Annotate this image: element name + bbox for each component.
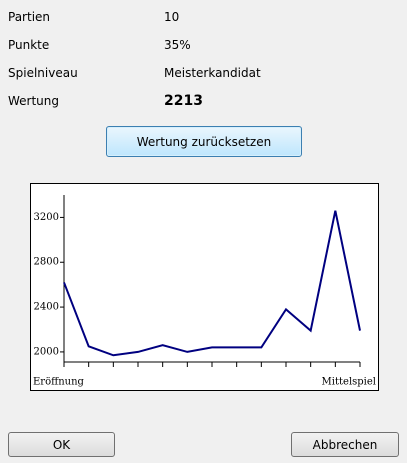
x-end-label: Mittelspiel	[322, 377, 376, 388]
rating-line	[63, 210, 361, 357]
y-tick-label: 2400	[34, 302, 59, 313]
stat-label: Punkte	[8, 38, 50, 52]
y-tick-label: 2800	[34, 257, 59, 268]
cancel-button[interactable]: Abbrechen	[291, 432, 399, 457]
stat-value: Meisterkandidat	[164, 66, 261, 80]
ok-button[interactable]: OK	[8, 432, 115, 457]
y-tick-label: 2000	[34, 346, 59, 357]
stat-value: 10	[164, 10, 180, 24]
rating-chart: Eröffnung Mittelspiel 2000 2400 2800 3200	[30, 183, 379, 391]
reset-button[interactable]: Wertung zurücksetzen	[106, 126, 302, 157]
stat-value: 35%	[164, 38, 191, 52]
y-tick-label: 3200	[34, 212, 59, 223]
x-start-label: Eröffnung	[33, 377, 85, 388]
stat-value: 2213	[164, 93, 203, 109]
chart-frame	[30, 183, 379, 391]
stat-label: Wertung	[8, 94, 60, 108]
stat-label: Partien	[8, 10, 51, 24]
stat-label: Spielniveau	[8, 66, 78, 80]
